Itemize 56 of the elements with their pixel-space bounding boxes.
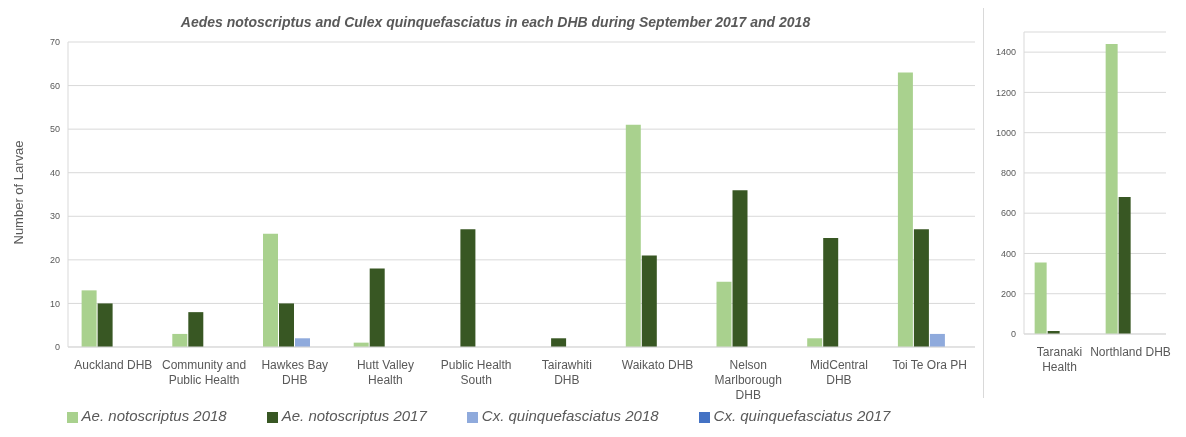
y-tick-label: 0 <box>54 342 60 353</box>
y-tick-label: 600 <box>1000 208 1016 219</box>
y-tick-label: 10 <box>49 298 60 309</box>
x-tick-label: Northland DHB <box>1090 345 1171 359</box>
legend-label: Ae. notoscriptus 2017 <box>281 407 427 424</box>
y-tick-label: 1000 <box>995 127 1016 138</box>
y-tick-label: 30 <box>49 211 60 222</box>
y-tick-label: 0 <box>1010 329 1016 340</box>
x-tick-label: Tairawhiti DHB <box>541 358 592 387</box>
x-tick-label: Hutt Valley Health <box>356 358 415 387</box>
bar <box>369 268 385 347</box>
x-tick-label: Public Health South <box>440 358 512 387</box>
bar <box>81 290 97 347</box>
x-tick-label: Community and Public Health <box>162 358 247 387</box>
y-tick-label: 1400 <box>995 47 1016 58</box>
y-tick-label: 70 <box>49 37 60 48</box>
bar <box>263 233 279 347</box>
y-tick-label: 1200 <box>995 87 1016 98</box>
x-tick-label: Nelson Marlborough DHB <box>714 358 782 402</box>
bar <box>279 303 295 347</box>
x-tick-label: Hawkes Bay DHB <box>261 358 329 387</box>
bar <box>641 255 657 347</box>
bar <box>807 338 823 347</box>
bar <box>929 333 945 347</box>
bar <box>823 238 839 347</box>
legend-label: Ae. notoscriptus 2018 <box>81 407 227 424</box>
x-tick-label: Auckland DHB <box>74 358 153 372</box>
bar <box>732 190 748 347</box>
bar <box>897 72 913 347</box>
bar <box>460 229 476 347</box>
y-tick-label: 800 <box>1000 168 1016 179</box>
y-tick-label: 60 <box>49 80 60 91</box>
y-tick-label: 400 <box>1000 248 1016 259</box>
legend-label: Cx. quinquefasciatus 2018 <box>481 407 659 424</box>
bar <box>188 312 204 347</box>
bar <box>295 338 311 347</box>
y-tick-label: 20 <box>49 255 60 266</box>
legend-label: Cx. quinquefasciatus 2017 <box>713 407 891 424</box>
bar <box>1034 262 1047 334</box>
bar <box>1105 44 1118 334</box>
bar <box>172 333 188 347</box>
bar <box>551 338 567 347</box>
y-tick-label: 50 <box>49 124 60 135</box>
x-tick-label: Taranaki Health <box>1036 345 1083 374</box>
bar <box>97 303 113 347</box>
bar <box>625 124 641 347</box>
bar <box>716 281 732 347</box>
y-axis-title: Number of Larvae <box>10 140 26 245</box>
y-tick-label: 40 <box>49 167 60 178</box>
bar <box>913 229 929 347</box>
chart-title: Aedes notoscriptus and Culex quinquefasciatus in each DHB during September 2017 and 2018 <box>179 14 812 30</box>
bar <box>1118 197 1131 334</box>
x-tick-label: Waikato DHB <box>621 358 694 372</box>
x-tick-label: MidCentral DHB <box>809 358 868 387</box>
y-tick-label: 200 <box>1000 288 1016 299</box>
x-tick-label: Toi Te Ora PH <box>892 358 967 372</box>
